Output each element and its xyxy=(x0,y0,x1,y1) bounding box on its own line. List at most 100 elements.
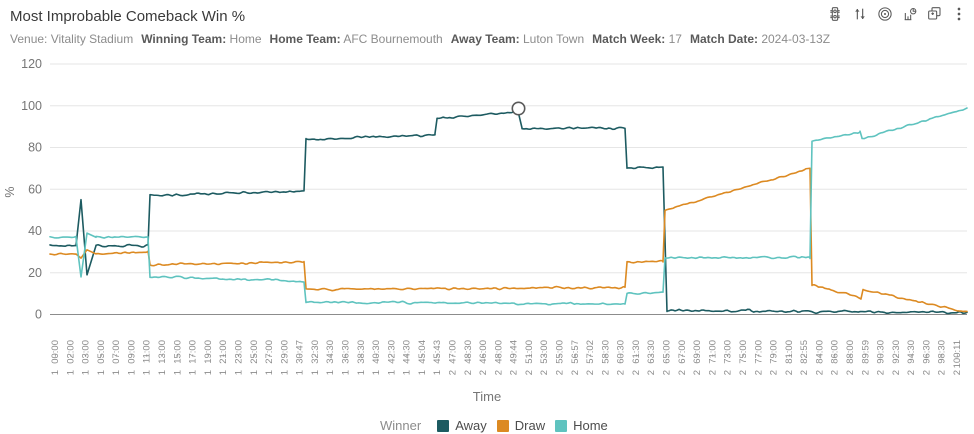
svg-text:1: 1 xyxy=(310,370,321,375)
svg-text:-: - xyxy=(784,354,795,357)
svg-text:47:00: 47:00 xyxy=(447,340,458,364)
svg-text:61:30: 61:30 xyxy=(631,340,642,364)
svg-text:-: - xyxy=(432,354,443,357)
svg-text:42:30: 42:30 xyxy=(386,340,397,364)
svg-text:-: - xyxy=(921,354,932,357)
svg-text:82:55: 82:55 xyxy=(799,340,810,364)
svg-text:81:00: 81:00 xyxy=(784,340,795,364)
svg-text:-: - xyxy=(524,354,535,357)
svg-text:-: - xyxy=(845,354,856,357)
svg-text:-: - xyxy=(677,354,688,357)
svg-text:2: 2 xyxy=(876,370,887,375)
svg-text:-: - xyxy=(631,354,642,357)
svg-text:21:00: 21:00 xyxy=(218,340,229,364)
svg-text:1: 1 xyxy=(279,370,290,375)
svg-text:2: 2 xyxy=(753,370,764,375)
svg-text:57:02: 57:02 xyxy=(585,340,596,364)
svg-text:2: 2 xyxy=(493,370,504,375)
svg-text:32:30: 32:30 xyxy=(310,340,321,364)
svg-text:60: 60 xyxy=(28,182,42,196)
svg-text:2: 2 xyxy=(952,370,963,375)
svg-text:-: - xyxy=(417,354,428,357)
svg-text:56:57: 56:57 xyxy=(570,340,581,364)
svg-text:-: - xyxy=(738,354,749,357)
svg-text:2: 2 xyxy=(447,370,458,375)
svg-text:-: - xyxy=(356,354,367,357)
svg-text:2: 2 xyxy=(845,370,856,375)
svg-text:-: - xyxy=(81,354,92,357)
svg-text:19:00: 19:00 xyxy=(203,340,214,364)
svg-text:1: 1 xyxy=(111,370,122,375)
svg-text:40:30: 40:30 xyxy=(371,340,382,364)
svg-text:29:00: 29:00 xyxy=(279,340,290,364)
svg-text:-: - xyxy=(50,354,61,357)
svg-text:86:00: 86:00 xyxy=(830,340,841,364)
svg-text:-: - xyxy=(111,354,122,357)
svg-text:55:00: 55:00 xyxy=(555,340,566,364)
svg-text:1: 1 xyxy=(203,370,214,375)
svg-text:2: 2 xyxy=(509,370,520,375)
svg-text:84:00: 84:00 xyxy=(814,340,825,364)
svg-text:1: 1 xyxy=(325,370,336,375)
svg-text:07:00: 07:00 xyxy=(111,340,122,364)
svg-text:2: 2 xyxy=(662,370,673,375)
svg-text:-: - xyxy=(340,354,351,357)
svg-text:2: 2 xyxy=(784,370,795,375)
svg-text:1: 1 xyxy=(172,370,183,375)
svg-text:-: - xyxy=(188,354,199,357)
svg-text:25:00: 25:00 xyxy=(249,340,260,364)
svg-text:2: 2 xyxy=(906,370,917,375)
svg-text:-: - xyxy=(218,354,229,357)
svg-text:02:00: 02:00 xyxy=(65,340,76,364)
svg-text:98:30: 98:30 xyxy=(937,340,948,364)
svg-text:67:00: 67:00 xyxy=(677,340,688,364)
svg-text:1: 1 xyxy=(417,370,428,375)
svg-text:11:00: 11:00 xyxy=(142,340,153,363)
svg-text:1: 1 xyxy=(218,370,229,375)
svg-text:-: - xyxy=(723,354,734,357)
svg-text:92:30: 92:30 xyxy=(891,340,902,364)
svg-text:48:00: 48:00 xyxy=(493,340,504,364)
svg-text:1: 1 xyxy=(356,370,367,375)
svg-text:-: - xyxy=(126,354,137,357)
svg-text:-: - xyxy=(310,354,321,357)
svg-text:-: - xyxy=(570,354,581,357)
svg-text:1: 1 xyxy=(81,370,92,375)
svg-text:2: 2 xyxy=(585,370,596,375)
svg-text:-: - xyxy=(860,354,871,357)
svg-text:-: - xyxy=(539,354,550,357)
svg-text:-: - xyxy=(891,354,902,357)
svg-text:-: - xyxy=(279,354,290,357)
svg-text:2: 2 xyxy=(570,370,581,375)
svg-text:-: - xyxy=(249,354,260,357)
svg-text:2: 2 xyxy=(799,370,810,375)
svg-text:-: - xyxy=(386,354,397,357)
svg-text:36:30: 36:30 xyxy=(340,340,351,364)
svg-text:-: - xyxy=(769,354,780,357)
svg-text:-: - xyxy=(233,354,244,357)
svg-text:-: - xyxy=(463,354,474,357)
svg-text:2: 2 xyxy=(937,370,948,375)
svg-text:17:00: 17:00 xyxy=(188,340,199,364)
svg-text:-: - xyxy=(96,354,107,357)
svg-text:-: - xyxy=(447,354,458,357)
svg-text:15:00: 15:00 xyxy=(172,340,183,364)
svg-text:89:59: 89:59 xyxy=(860,340,871,364)
svg-text:13:00: 13:00 xyxy=(157,340,168,364)
svg-text:40: 40 xyxy=(28,224,42,238)
svg-text:1: 1 xyxy=(188,370,199,375)
svg-text:1: 1 xyxy=(371,370,382,375)
svg-text:2: 2 xyxy=(478,370,489,375)
svg-text:60:30: 60:30 xyxy=(616,340,627,364)
svg-text:77:00: 77:00 xyxy=(753,340,764,364)
svg-text:-: - xyxy=(402,354,413,357)
svg-text:-: - xyxy=(937,354,948,357)
svg-text:-: - xyxy=(509,354,520,357)
svg-text:-: - xyxy=(157,354,168,357)
svg-text:58:30: 58:30 xyxy=(600,340,611,364)
svg-text:100: 100 xyxy=(21,99,42,113)
svg-text:2: 2 xyxy=(723,370,734,375)
svg-text:44:30: 44:30 xyxy=(402,340,413,364)
svg-text:-: - xyxy=(325,354,336,357)
svg-text:48:30: 48:30 xyxy=(463,340,474,364)
